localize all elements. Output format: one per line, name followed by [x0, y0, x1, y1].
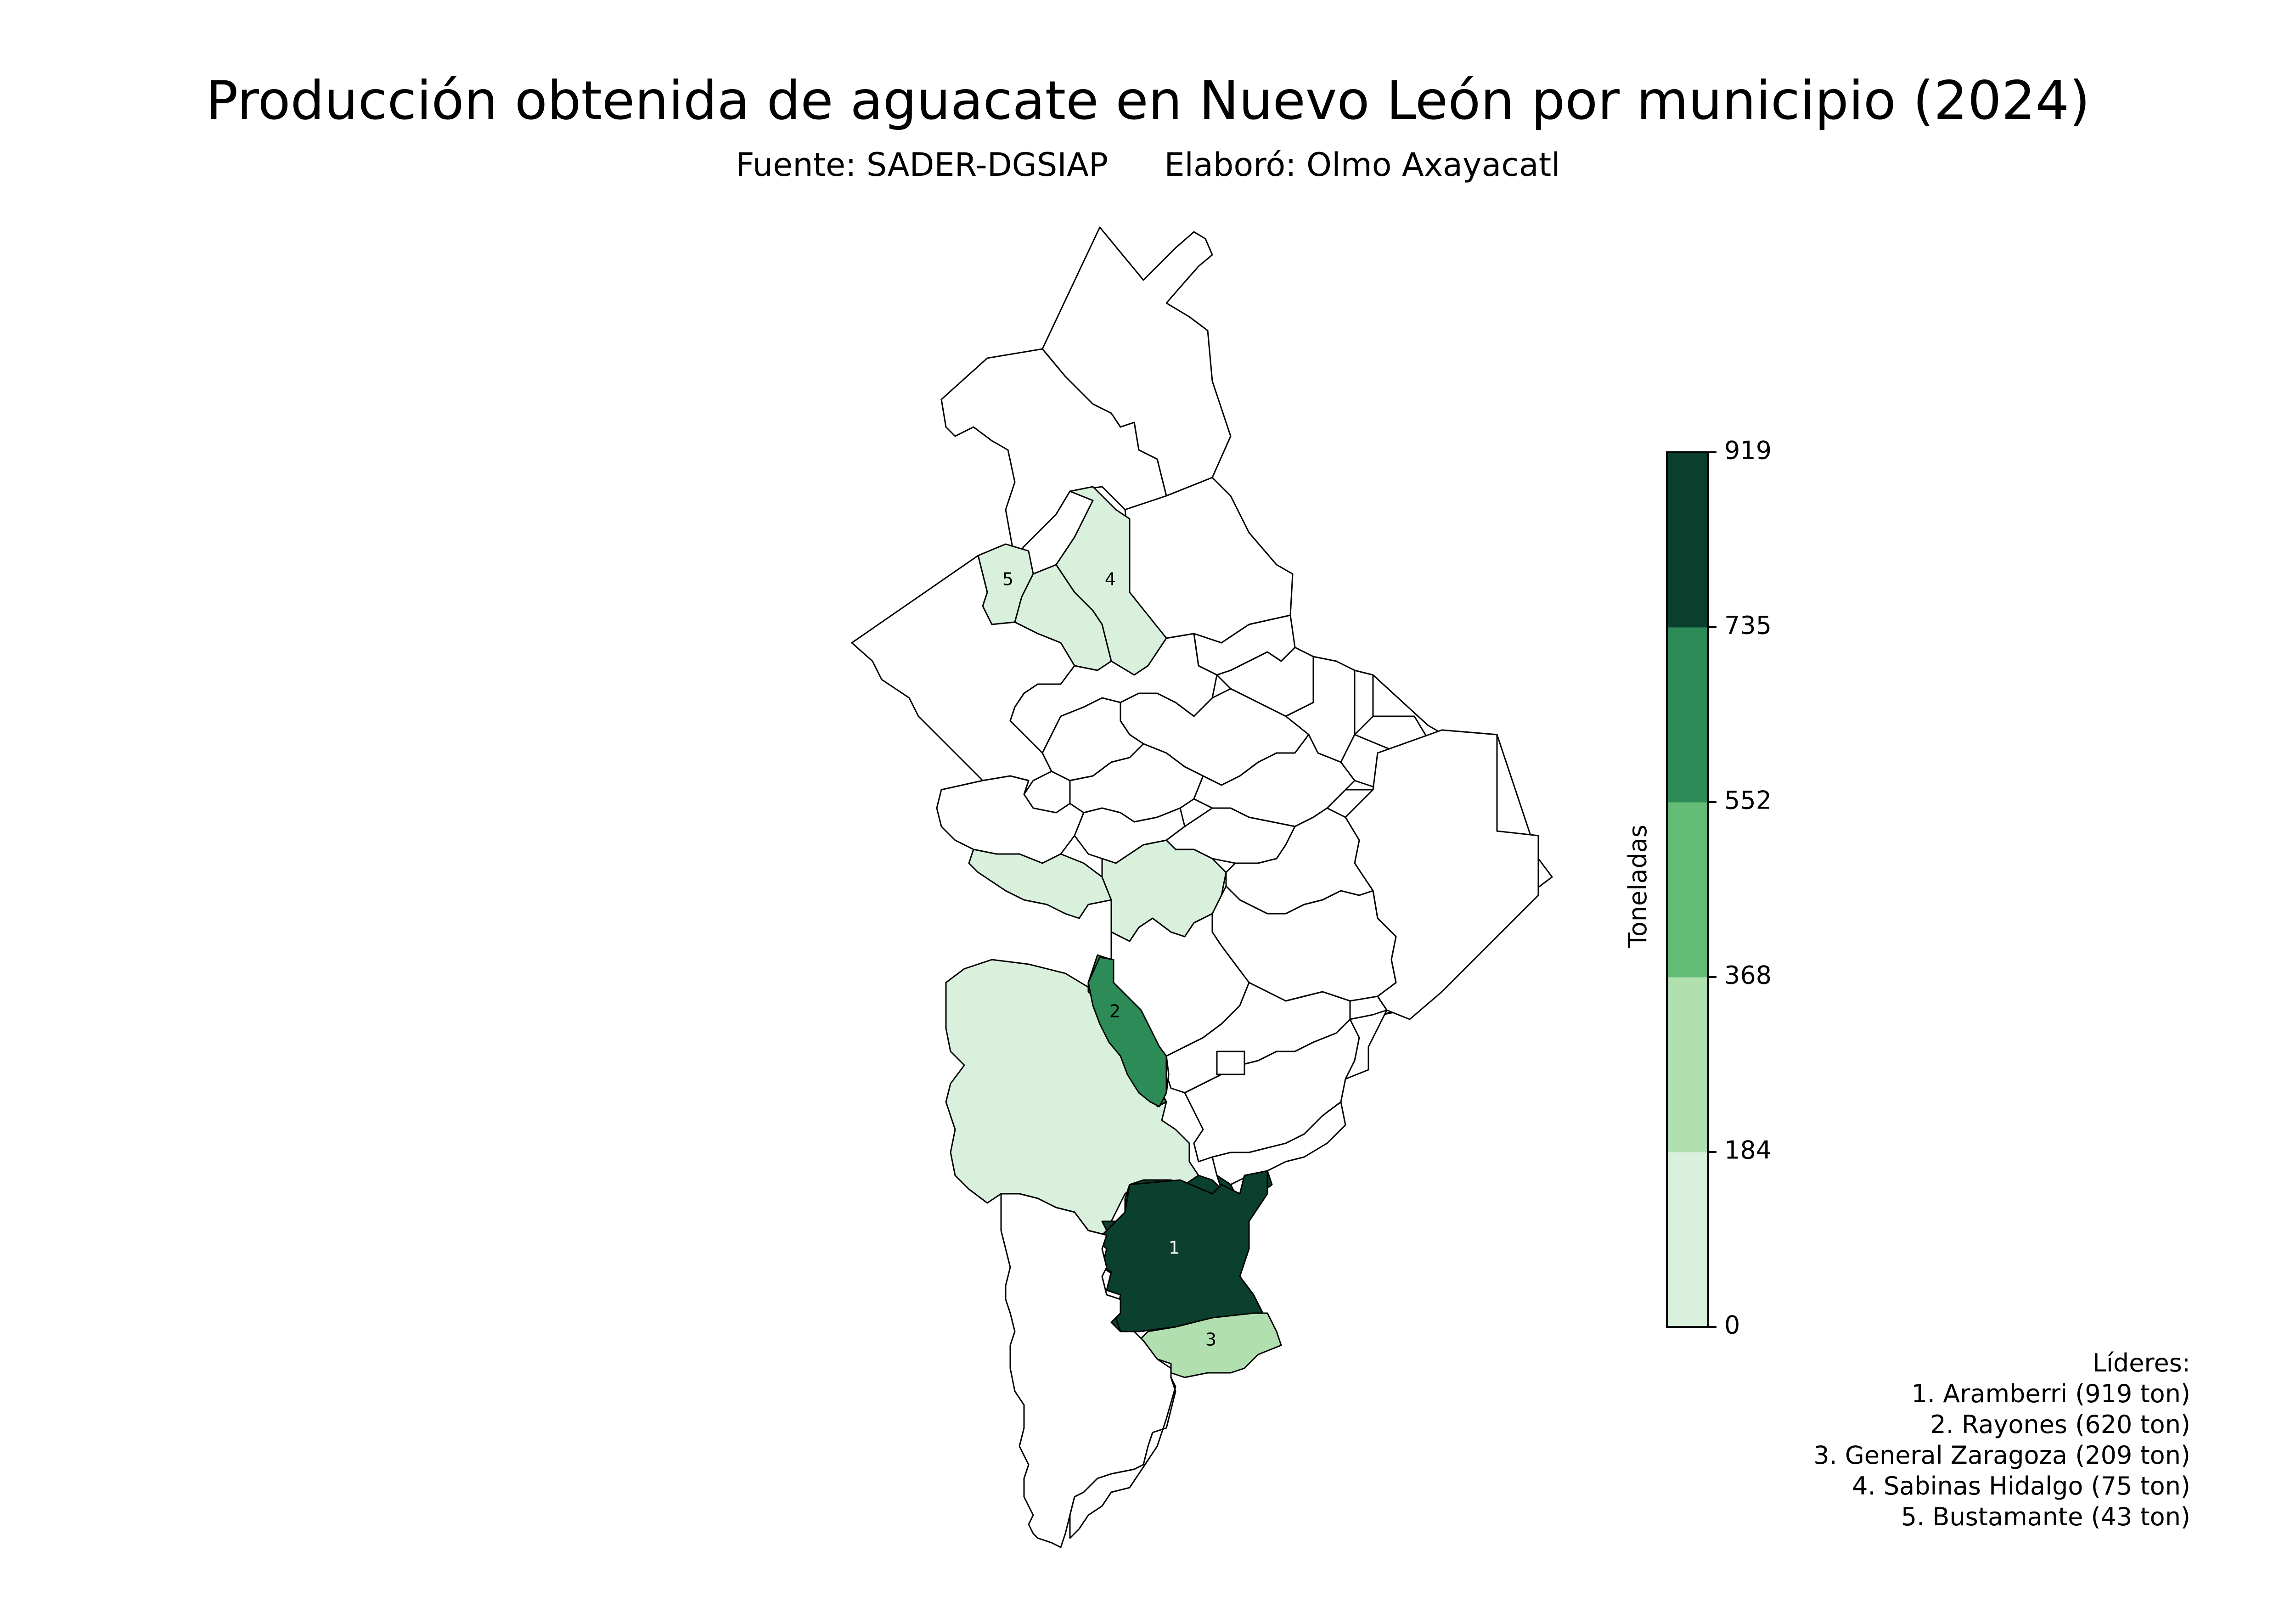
map-title: Producción obtenida de aguacate en Nuevo… — [206, 70, 2090, 132]
map-label-sabinas-hidalgo: 4 — [1105, 569, 1116, 590]
municipality — [1345, 1009, 1388, 1080]
colorbar-label: Toneladas — [1623, 825, 1652, 948]
municipality — [940, 348, 1167, 561]
map-label-bustamante: 5 — [1002, 569, 1013, 590]
map-label-aramberri: 1 — [1169, 1238, 1180, 1258]
colorbar-frame — [1666, 451, 1709, 1328]
map-label-general-zaragoza: 3 — [1205, 1330, 1216, 1350]
leaders-heading: Líderes: — [2092, 1349, 2190, 1377]
municipality — [1184, 1018, 1360, 1163]
leader-item: 3. General Zaragoza (209 ton) — [1813, 1441, 2190, 1470]
colorbar-segment — [1667, 452, 1708, 628]
municipality — [1211, 1101, 1346, 1186]
municipality — [936, 775, 1085, 864]
municipality-layer — [851, 226, 1553, 1548]
leader-item: 2. Rayones (620 ton) — [1930, 1410, 2190, 1439]
municipality — [1069, 1377, 1176, 1539]
colorbar-tick-label: 368 — [1724, 961, 1772, 990]
leaders-legend: Líderes: 1. Aramberri (919 ton) 2. Rayon… — [1813, 1348, 2190, 1532]
author-credit: Elaboró: Olmo Axayacatl — [1164, 146, 1560, 184]
map-subtitle: Fuente: SADER-DGSIAP Elaboró: Olmo Axaya… — [0, 146, 2296, 184]
colorbar: 0 184 368 552 735 919 — [1666, 436, 1772, 1340]
leader-item: 1. Aramberri (919 ton) — [1911, 1379, 2190, 1408]
municipality — [968, 848, 1112, 919]
colorbar-tick-label: 919 — [1724, 436, 1772, 465]
leader-item: 4. Sabinas Hidalgo (75 ton) — [1852, 1472, 2190, 1500]
colorbar-segment — [1667, 977, 1708, 1152]
colorbar-tick-label: 184 — [1724, 1136, 1772, 1165]
municipality — [1216, 1051, 1245, 1075]
municipality — [1165, 1055, 1170, 1094]
colorbar-tick-label: 0 — [1724, 1311, 1740, 1340]
colorbar-segment — [1667, 627, 1708, 803]
colorbar-segment — [1667, 1152, 1708, 1327]
colorbar-tick-label: 735 — [1724, 611, 1772, 640]
map-label-rayones: 2 — [1109, 1001, 1120, 1022]
source-credit: Fuente: SADER-DGSIAP — [736, 146, 1109, 184]
leader-item: 5. Bustamante (43 ton) — [1901, 1502, 2190, 1531]
colorbar-segment — [1667, 802, 1708, 978]
colorbar-tick-label: 552 — [1724, 786, 1772, 815]
map-rank-labels: 1 2 3 4 5 — [1002, 569, 1216, 1350]
